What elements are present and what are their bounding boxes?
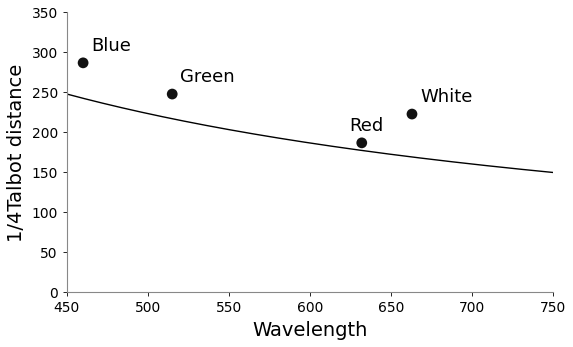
Point: [79, 60, 88, 66]
Point: [357, 140, 366, 146]
Text: White: White: [420, 88, 473, 106]
Text: Blue: Blue: [91, 37, 131, 55]
X-axis label: Wavelength: Wavelength: [252, 321, 368, 340]
Text: Red: Red: [349, 117, 383, 135]
Text: Green: Green: [180, 68, 235, 86]
Point: [407, 111, 417, 117]
Y-axis label: 1/4Talbot distance: 1/4Talbot distance: [7, 64, 26, 242]
Point: [168, 91, 177, 97]
